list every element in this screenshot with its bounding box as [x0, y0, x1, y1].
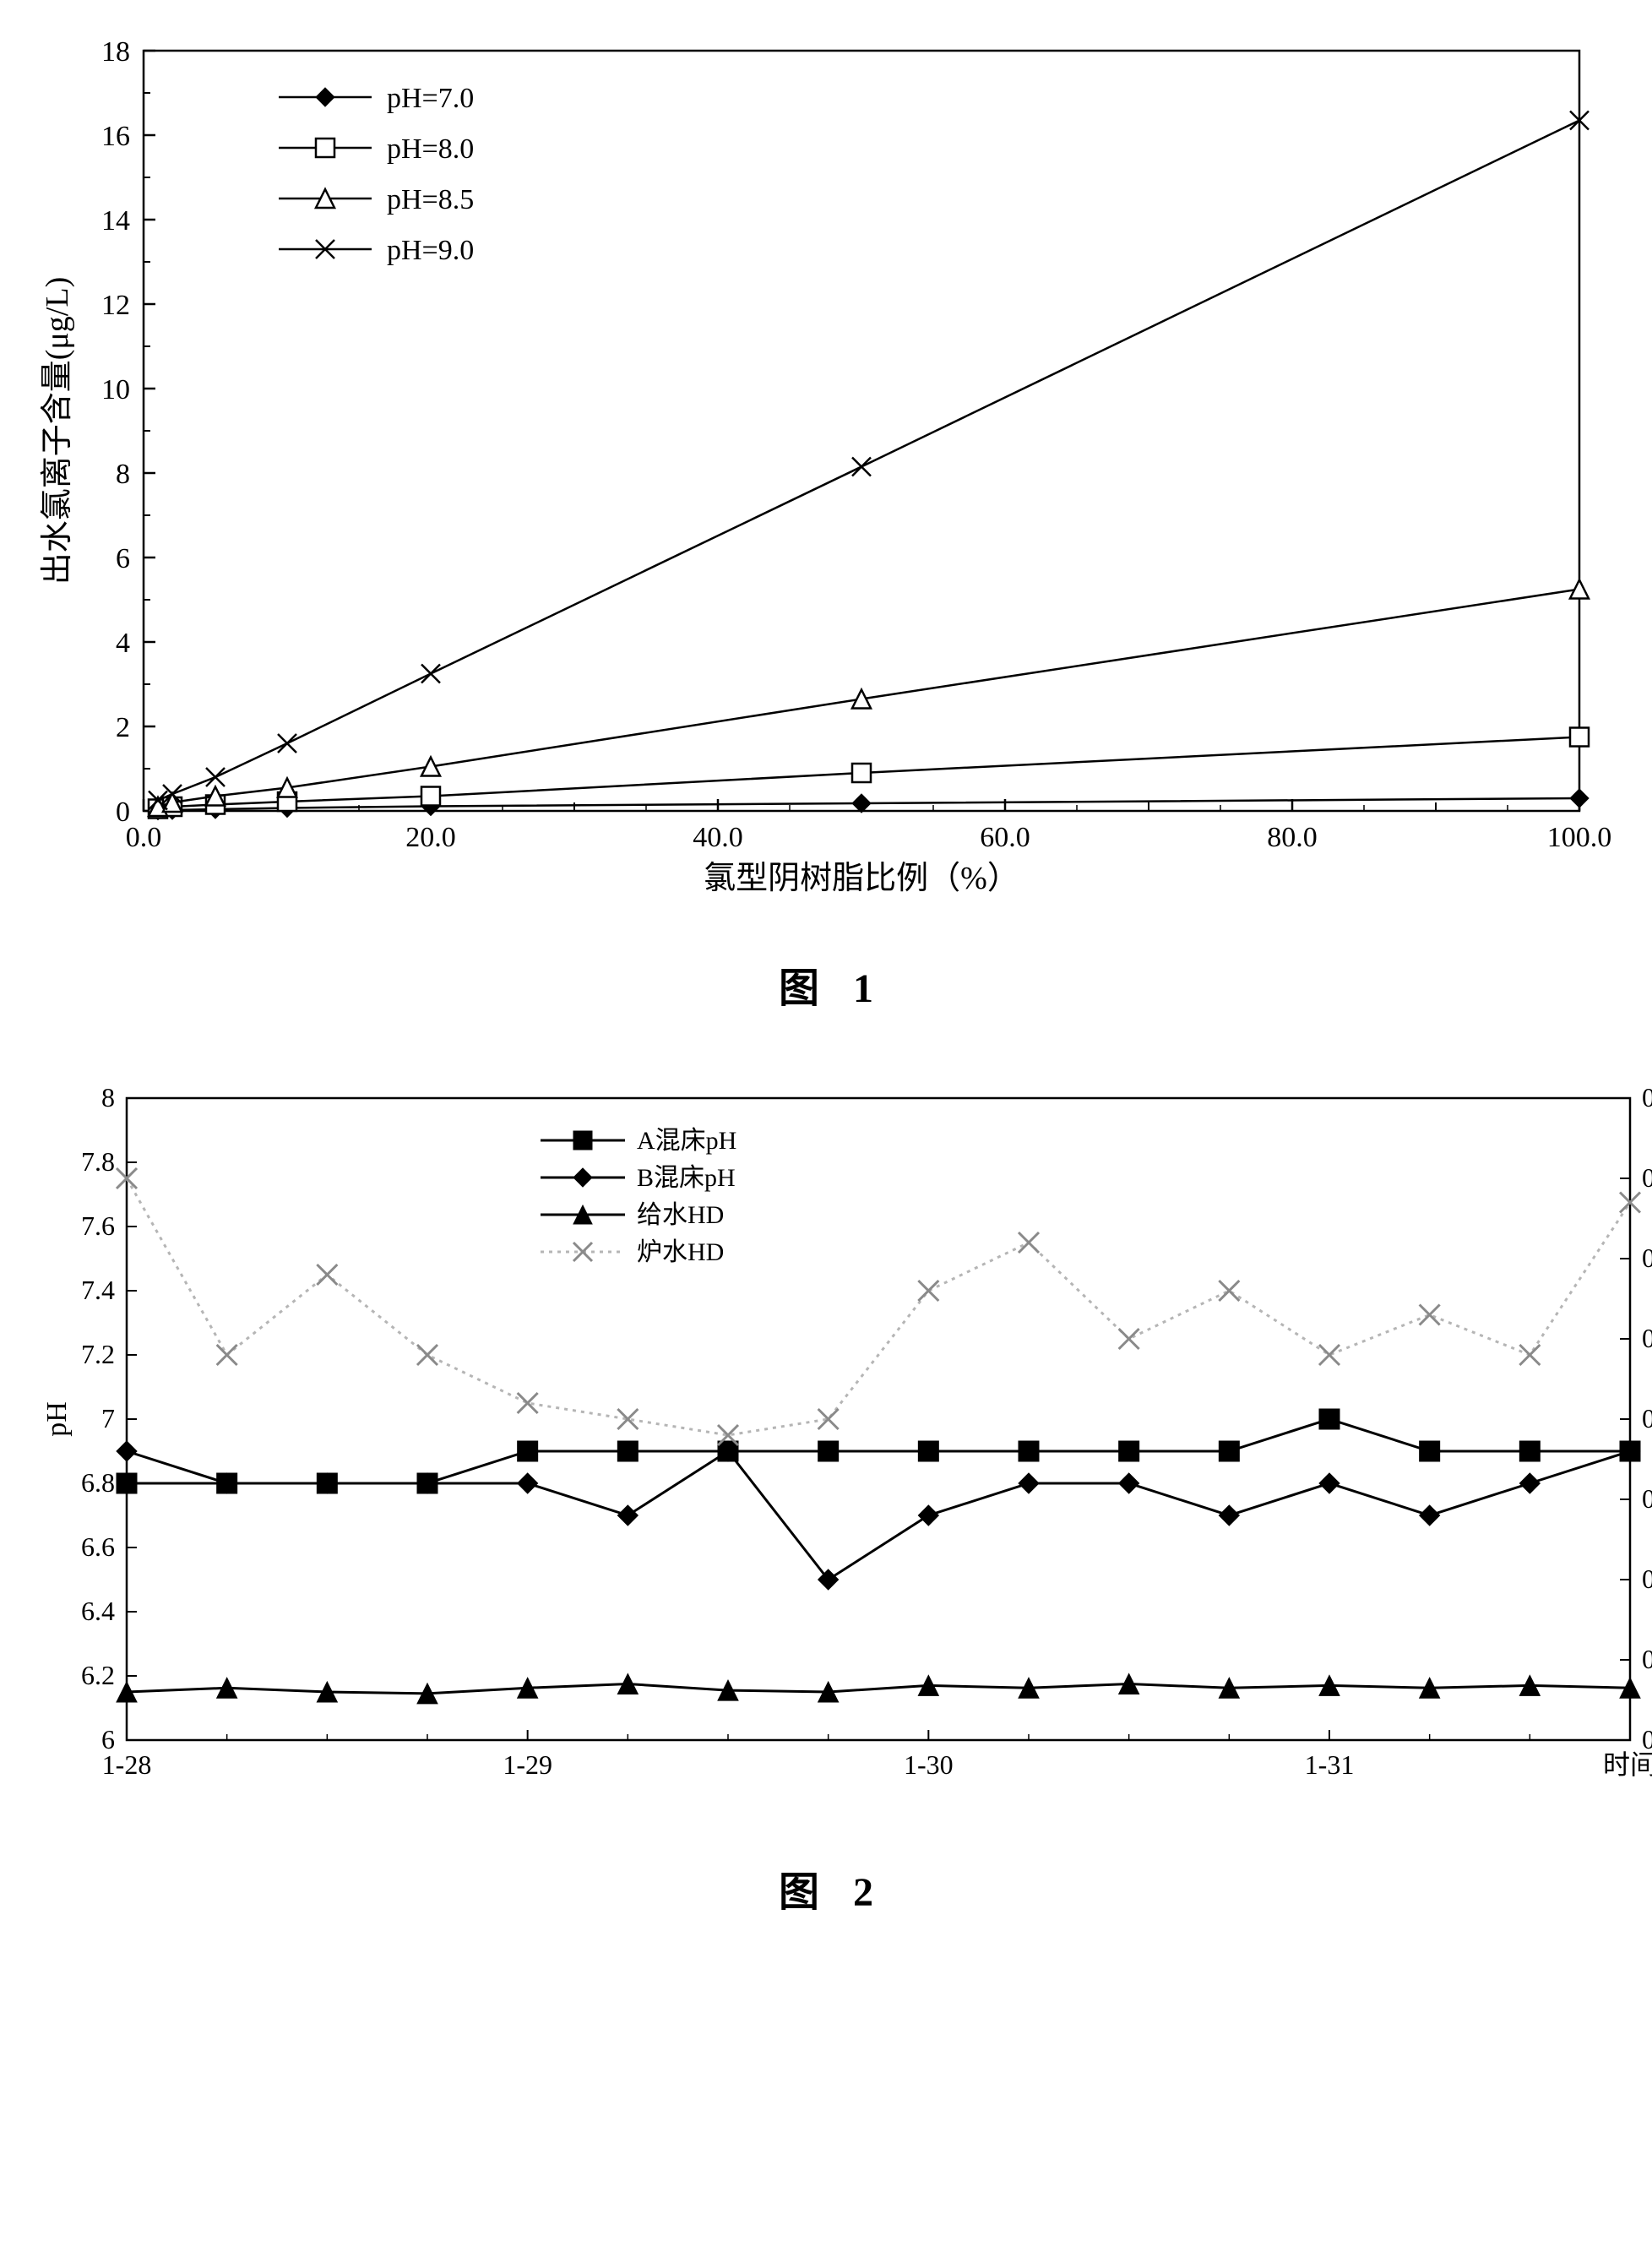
figure-2: 66.26.46.66.877.27.47.67.8800.10.20.30.4…	[34, 1081, 1618, 1917]
svg-text:18: 18	[101, 36, 130, 68]
svg-text:0.4: 0.4	[1642, 1403, 1652, 1433]
svg-text:20.0: 20.0	[405, 822, 456, 853]
svg-text:10: 10	[101, 374, 130, 405]
svg-text:4: 4	[116, 628, 130, 659]
figure-1-label-text: 图	[779, 966, 836, 1011]
svg-text:1-30: 1-30	[904, 1749, 954, 1780]
svg-text:6.6: 6.6	[81, 1531, 115, 1562]
svg-text:14: 14	[101, 205, 130, 237]
svg-text:80.0: 80.0	[1267, 822, 1318, 853]
svg-text:12: 12	[101, 290, 130, 321]
svg-text:60.0: 60.0	[980, 822, 1030, 853]
svg-text:100.0: 100.0	[1547, 822, 1612, 853]
svg-text:6.4: 6.4	[81, 1596, 115, 1626]
svg-text:0.0: 0.0	[126, 822, 162, 853]
svg-text:6.8: 6.8	[81, 1467, 115, 1498]
svg-text:7.2: 7.2	[81, 1339, 115, 1369]
svg-text:pH=7.0: pH=7.0	[387, 83, 474, 114]
svg-text:0.6: 0.6	[1642, 1243, 1652, 1273]
svg-text:出水氯离子含量(μg/L): 出水氯离子含量(μg/L)	[40, 277, 75, 585]
svg-text:1-29: 1-29	[503, 1749, 552, 1780]
svg-text:7.8: 7.8	[81, 1146, 115, 1177]
svg-text:7.4: 7.4	[81, 1275, 115, 1305]
chart-2-wrap: 66.26.46.66.877.27.47.67.8800.10.20.30.4…	[34, 1081, 1618, 1808]
svg-text:0.1: 0.1	[1642, 1644, 1652, 1674]
svg-text:8: 8	[116, 459, 130, 490]
svg-text:16: 16	[101, 121, 130, 152]
figure-2-label: 图2	[34, 1858, 1618, 1917]
svg-text:B混床pH: B混床pH	[637, 1164, 736, 1192]
svg-text:0.2: 0.2	[1642, 1564, 1652, 1594]
figure-2-label-num: 2	[853, 1870, 873, 1915]
svg-text:6: 6	[116, 543, 130, 574]
chart-1-wrap: 0246810121416180.020.040.060.080.0100.0氯…	[34, 34, 1618, 904]
svg-text:8: 8	[101, 1082, 115, 1112]
figure-1-label: 图1	[34, 955, 1618, 1014]
svg-text:给水HD: 给水HD	[637, 1201, 724, 1229]
svg-text:40.0: 40.0	[693, 822, 743, 853]
figure-2-label-text: 图	[779, 1870, 836, 1915]
svg-text:7.6: 7.6	[81, 1210, 115, 1241]
chart-1-svg: 0246810121416180.020.040.060.080.0100.0氯…	[34, 34, 1630, 904]
svg-text:0.5: 0.5	[1642, 1323, 1652, 1353]
figure-1-label-num: 1	[853, 966, 873, 1011]
svg-text:0.3: 0.3	[1642, 1483, 1652, 1514]
svg-text:pH=9.0: pH=9.0	[387, 235, 474, 266]
svg-text:2: 2	[116, 712, 130, 743]
svg-text:炉水HD: 炉水HD	[637, 1238, 724, 1266]
svg-text:氯型阴树脂比例（%）: 氯型阴树脂比例（%）	[704, 861, 1019, 896]
svg-text:6.2: 6.2	[81, 1660, 115, 1690]
svg-text:1-28: 1-28	[102, 1749, 152, 1780]
svg-text:0.8: 0.8	[1642, 1082, 1652, 1112]
chart-2-svg: 66.26.46.66.877.27.47.67.8800.10.20.30.4…	[34, 1081, 1652, 1808]
svg-text:pH=8.5: pH=8.5	[387, 184, 474, 215]
svg-text:A混床pH: A混床pH	[637, 1127, 736, 1155]
svg-text:1-31: 1-31	[1305, 1749, 1355, 1780]
svg-text:pH: pH	[41, 1401, 73, 1437]
svg-text:pH=8.0: pH=8.0	[387, 133, 474, 165]
svg-text:0.7: 0.7	[1642, 1162, 1652, 1193]
figure-1: 0246810121416180.020.040.060.080.0100.0氯…	[34, 34, 1618, 1014]
svg-text:时间: 时间	[1603, 1749, 1652, 1780]
svg-text:7: 7	[101, 1403, 115, 1433]
